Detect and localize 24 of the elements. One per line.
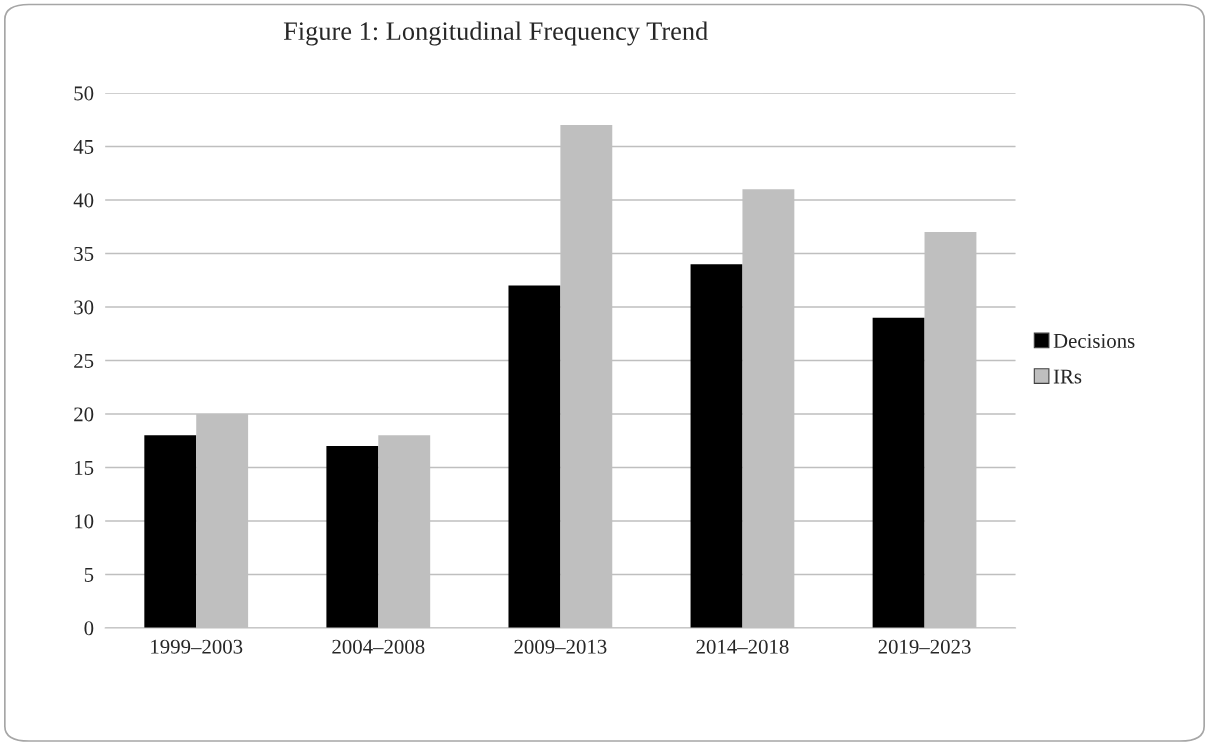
legend-label: IRs [1053,369,1082,384]
y-tick-label: 35 [74,246,94,261]
bar [872,317,925,628]
y-tick-label: 50 [74,86,94,101]
y-tick-label: 15 [75,460,94,475]
x-tick-label: 2004–2008 [332,639,425,654]
bar [144,435,197,628]
bar [690,264,743,628]
y-tick-label: 0 [84,621,94,636]
chart-title: Figure 1: Longitudinal Frequency Trend [283,21,708,46]
y-tick-label: 25 [74,353,94,368]
y-tick-label: 20 [74,407,94,422]
y-tick-label: 40 [73,193,94,208]
bar [326,446,379,628]
x-tick-label: 2014–2018 [696,639,789,654]
x-tick-label: 2019–2023 [878,639,971,654]
y-tick-label: 10 [75,514,94,529]
bar [508,285,561,628]
y-tick-label: 45 [73,140,94,154]
legend-label: Decisions [1053,333,1135,348]
y-tick-label: 5 [84,568,94,582]
x-tick-label: 2009–2013 [514,639,607,654]
y-tick-label: 30 [74,300,94,315]
x-tick-label: 1999–2003 [151,639,243,654]
